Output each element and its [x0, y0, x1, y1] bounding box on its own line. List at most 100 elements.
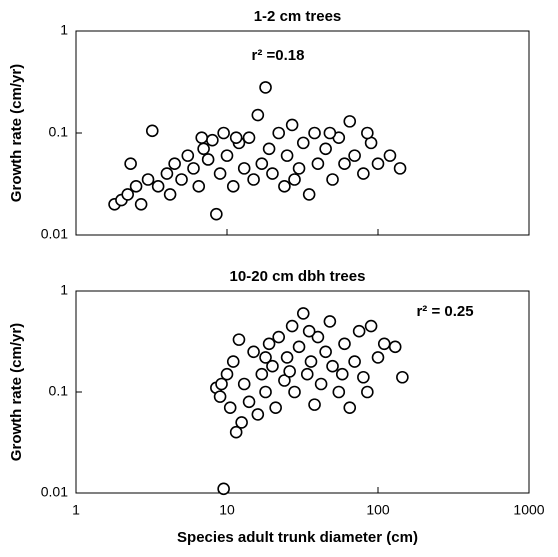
- point: [251, 108, 265, 122]
- point: [278, 374, 291, 387]
- point: [280, 149, 294, 162]
- point: [192, 180, 206, 193]
- point: [364, 319, 378, 333]
- point: [304, 355, 318, 368]
- point: [242, 131, 256, 144]
- x-axis-label: Species adult trunk diameter (cm): [177, 529, 418, 546]
- point: [145, 124, 159, 138]
- point: [255, 367, 269, 381]
- point: [237, 162, 251, 175]
- point: [266, 167, 279, 180]
- point: [168, 157, 181, 171]
- point: [213, 167, 227, 180]
- point: [308, 126, 321, 140]
- point: [292, 162, 306, 175]
- x-tick-label: 100: [366, 502, 390, 518]
- point: [259, 385, 272, 399]
- y-tick-label: 1: [60, 282, 68, 298]
- point: [220, 149, 234, 162]
- point: [396, 370, 409, 384]
- x-tick-label: 10: [219, 502, 235, 518]
- point: [393, 162, 407, 175]
- point: [311, 157, 325, 171]
- point: [237, 377, 251, 391]
- y-tick-label: 0.01: [41, 226, 68, 242]
- x-tick-label: 1: [72, 502, 80, 518]
- point: [121, 188, 135, 201]
- point: [288, 173, 301, 186]
- panel-title: 10-20 cm dbh trees: [230, 268, 366, 285]
- point: [302, 324, 316, 338]
- point: [371, 157, 385, 171]
- annotation: r² =0.18: [252, 47, 305, 64]
- point: [226, 355, 240, 368]
- point: [388, 340, 402, 354]
- point: [292, 340, 306, 354]
- annotation: r² = 0.25: [416, 303, 473, 320]
- point: [129, 180, 143, 193]
- point: [151, 180, 165, 193]
- point: [319, 345, 332, 359]
- point: [272, 330, 286, 344]
- point: [352, 324, 366, 338]
- point: [242, 395, 256, 409]
- point: [259, 81, 272, 94]
- point: [335, 367, 349, 381]
- point: [134, 197, 148, 211]
- point: [319, 142, 332, 156]
- point: [300, 367, 314, 381]
- point: [343, 115, 357, 128]
- point: [235, 416, 248, 429]
- point: [262, 142, 276, 156]
- point: [323, 126, 337, 140]
- point: [266, 359, 279, 373]
- point: [343, 401, 357, 414]
- point: [197, 142, 210, 156]
- point: [217, 126, 230, 140]
- point: [361, 385, 374, 399]
- point: [255, 157, 269, 171]
- point: [323, 315, 337, 328]
- point: [187, 162, 200, 175]
- point: [247, 345, 260, 359]
- point: [338, 157, 351, 171]
- point: [348, 149, 361, 162]
- point: [288, 385, 301, 399]
- point: [201, 153, 215, 166]
- y-tick-label: 0.1: [49, 124, 69, 140]
- point: [272, 126, 286, 140]
- point: [361, 126, 374, 140]
- x-tick-label: 1000: [513, 502, 544, 518]
- point: [311, 330, 325, 344]
- point: [383, 149, 397, 162]
- point: [262, 337, 276, 351]
- point: [213, 390, 227, 403]
- y-tick-label: 0.01: [41, 484, 68, 500]
- y-tick-label: 0.1: [49, 383, 69, 399]
- point: [247, 173, 260, 186]
- point: [163, 188, 177, 201]
- y-axis-label: Growth rate (cm/yr): [8, 323, 25, 461]
- point: [195, 131, 209, 144]
- y-tick-label: 1: [60, 22, 68, 38]
- point: [251, 408, 265, 421]
- point: [217, 482, 230, 496]
- point: [357, 167, 370, 180]
- panel-title: 1-2 cm trees: [254, 8, 342, 25]
- point: [285, 118, 299, 132]
- point: [302, 188, 316, 201]
- point: [232, 333, 246, 346]
- point: [269, 401, 282, 414]
- point: [124, 157, 137, 171]
- plot-frame: [75, 290, 530, 494]
- point: [296, 136, 310, 150]
- point: [326, 359, 339, 373]
- point: [338, 337, 351, 351]
- point: [348, 355, 361, 368]
- point: [215, 377, 228, 391]
- point: [226, 180, 240, 193]
- point: [141, 173, 155, 186]
- point: [280, 351, 294, 364]
- point: [259, 351, 272, 364]
- point: [308, 398, 321, 411]
